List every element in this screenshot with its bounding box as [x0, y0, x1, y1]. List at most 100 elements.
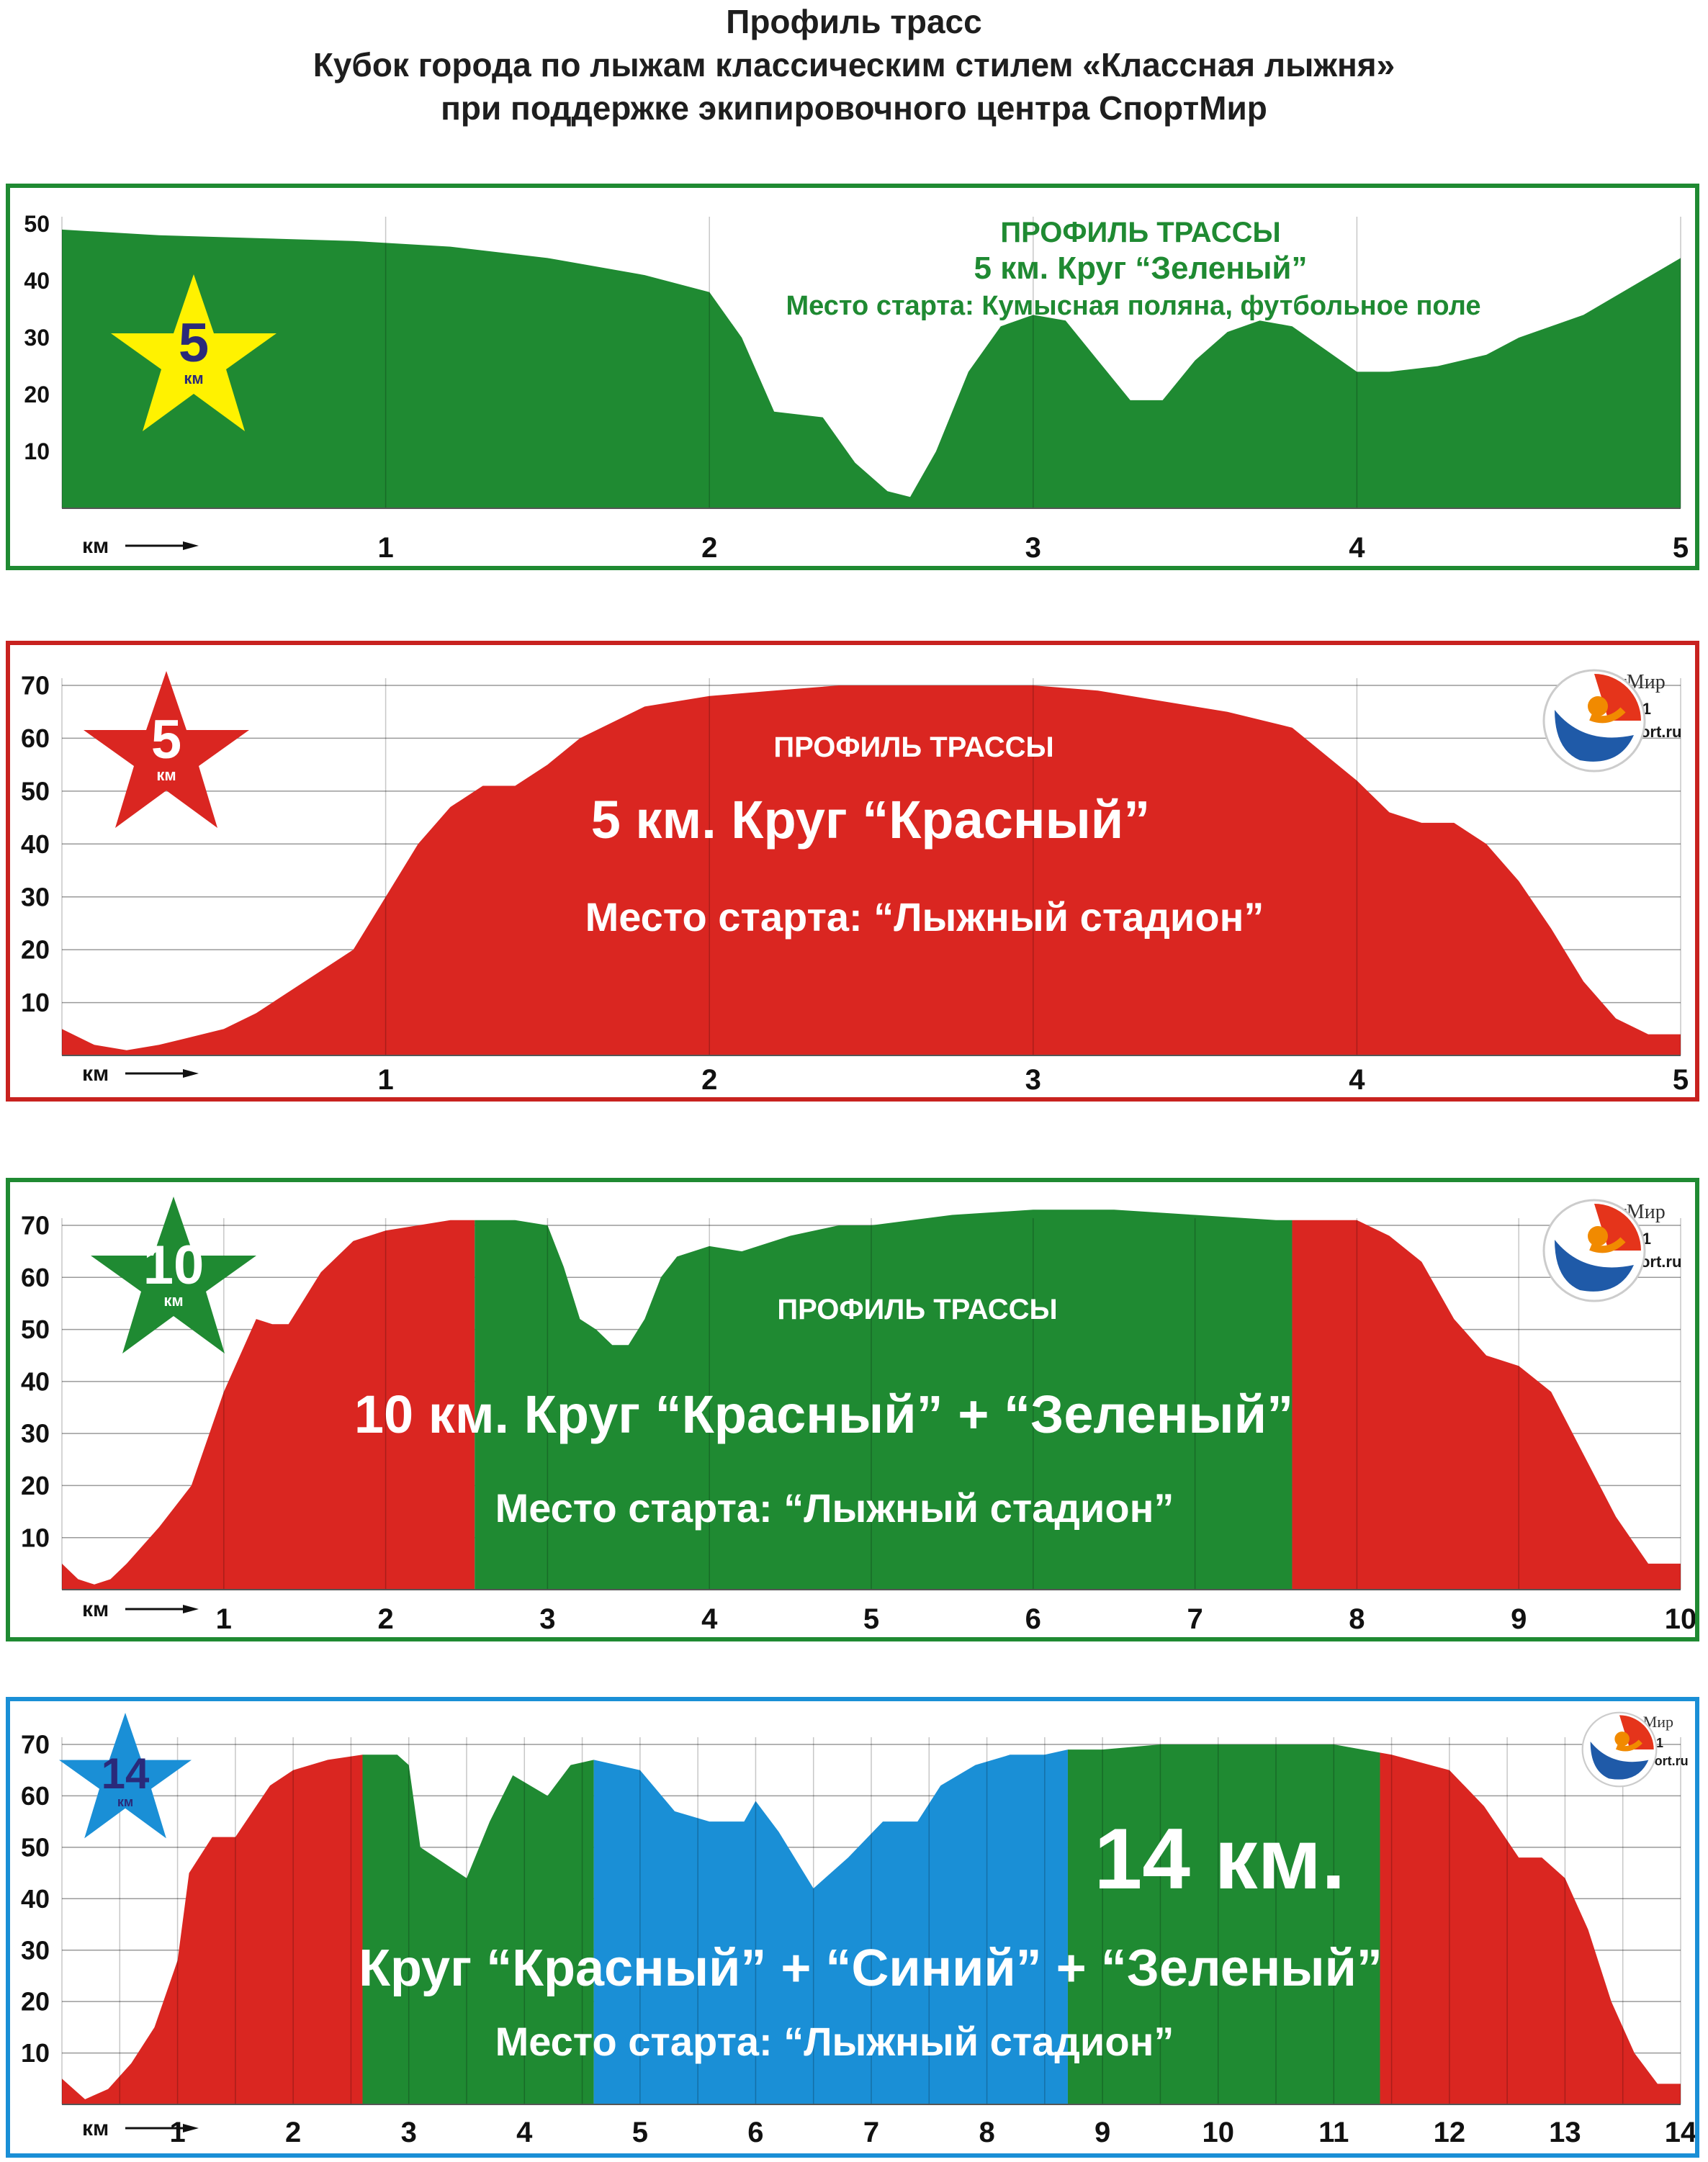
profile-segment-green	[62, 229, 1681, 508]
y-tick-label: 10	[21, 2038, 50, 2068]
track-name: 5 км. Круг “Зеленый”	[974, 251, 1308, 286]
star-number: 10	[143, 1235, 204, 1296]
x-tick-label: 8	[1349, 1603, 1365, 1635]
y-tick-label: 60	[21, 724, 50, 753]
header-line-2: Кубок города по лыжам классическим стиле…	[313, 46, 1395, 84]
star-unit: км	[117, 1795, 134, 1809]
x-tick-label: 4	[1349, 1064, 1365, 1096]
sponsor-brand: СпортМир 47-00-01 www.sarsport.ru	[1580, 1710, 1695, 1788]
y-tick-label: 20	[21, 935, 50, 965]
panel-title: ПРОФИЛЬ ТРАССЫ	[1000, 217, 1281, 248]
star-number: 5	[150, 709, 182, 770]
x-axis-label: км	[82, 1062, 109, 1086]
x-tick-label: 4	[1349, 532, 1365, 564]
distance-star-badge: 5 км	[104, 274, 284, 440]
y-tick-label: 60	[21, 1263, 50, 1292]
track-name: 10 км. Круг “Красный” + “Зеленый”	[354, 1384, 1294, 1444]
axis-arrow-icon	[125, 1069, 199, 1078]
y-tick-label: 10	[21, 1523, 50, 1552]
start-location: Место старта: “Лыжный стадион”	[495, 1485, 1174, 1531]
y-tick-label: 70	[21, 671, 50, 701]
start-location: Место старта: “Лыжный стадион”	[585, 894, 1264, 940]
x-tick-label: 14	[1665, 2117, 1695, 2148]
track-name: Круг “Красный” + “Синий” + “Зеленый”	[359, 1940, 1383, 1997]
y-tick-label: 50	[21, 1832, 50, 1862]
start-location: Место старта: “Лыжный стадион”	[495, 2019, 1174, 2064]
x-tick-label: 6	[747, 2117, 763, 2148]
x-tick-label: 3	[1025, 1064, 1041, 1096]
axis-arrow-icon	[125, 2124, 199, 2132]
x-tick-label: 3	[1025, 532, 1041, 564]
profile-red-5km-panel: 10 20 30 40 50 60 70 1 2 3 4 5 км ПРОФИЛЬ ТРАССЫ 5 к…	[6, 641, 1699, 1102]
y-tick-label: 70	[21, 1730, 50, 1760]
track-name: 5 км. Круг “Красный”	[590, 790, 1151, 850]
y-tick-label: 10	[24, 438, 50, 464]
x-tick-label: 4	[516, 2117, 533, 2148]
distance-star-badge: 5 км	[76, 671, 256, 837]
distance-star-badge: 14 км	[53, 1713, 197, 1845]
axis-arrow-icon	[125, 541, 199, 550]
star-unit: км	[156, 766, 176, 784]
x-tick-label: 3	[539, 1603, 555, 1635]
y-tick-label: 30	[21, 882, 50, 911]
y-tick-label: 50	[21, 776, 50, 806]
x-tick-label: 2	[285, 2117, 301, 2148]
header-line-3: при поддержке экипировочного центра Спор…	[441, 89, 1267, 127]
x-tick-label: 3	[401, 2117, 417, 2148]
y-tick-label: 70	[21, 1211, 50, 1240]
profile-green-5km-panel: 10 20 30 40 50 1 2 3 4 5 км ПРОФИЛЬ ТРАССЫ 5 км. К…	[6, 184, 1699, 570]
y-tick-label: 20	[21, 1987, 50, 2017]
star-icon	[91, 1197, 256, 1353]
x-tick-label: 11	[1318, 2117, 1349, 2148]
star-number: 5	[178, 312, 210, 374]
star-unit: км	[184, 369, 204, 387]
y-tick-label: 10	[21, 988, 50, 1017]
x-tick-label: 12	[1434, 2117, 1466, 2148]
x-tick-label: 6	[1025, 1603, 1041, 1635]
x-tick-label: 5	[1673, 1064, 1689, 1096]
y-tick-label: 40	[24, 268, 50, 294]
x-tick-label: 13	[1549, 2117, 1581, 2148]
header-line-1: Профиль трасс	[726, 3, 982, 40]
x-axis-label: км	[82, 1598, 109, 1621]
x-tick-label: 2	[701, 532, 717, 564]
x-tick-label: 1	[169, 2117, 185, 2148]
x-tick-label: 9	[1511, 1603, 1527, 1635]
x-tick-label: 7	[1187, 1603, 1203, 1635]
axis-arrow-icon	[125, 1605, 199, 1613]
sponsor-brand: СпортМир 47-00-01 www.sarsport.ru	[1540, 667, 1699, 773]
sportmir-logo-icon	[1542, 1199, 1646, 1302]
profile-segment-red	[62, 685, 1681, 1055]
sportmir-logo-icon	[1581, 1711, 1658, 1788]
y-tick-label: 30	[24, 325, 50, 351]
profile-red-blue-green-14km-panel: 10 20 30 40 50 60 70 1 2 3 4 5 6 7 8 9 10 11 12 13 14 км 14 к…	[6, 1697, 1699, 2158]
x-tick-label: 1	[377, 532, 393, 564]
x-tick-label: 2	[377, 1603, 393, 1635]
distance-star-badge: 10 км	[84, 1197, 264, 1362]
y-tick-label: 20	[24, 382, 50, 407]
x-tick-label: 4	[701, 1603, 718, 1635]
x-tick-label: 2	[701, 1064, 717, 1096]
x-axis-label: км	[82, 534, 109, 558]
x-tick-label: 8	[979, 2117, 994, 2148]
page-header: Профиль трасс Кубок города по лыжам клас…	[0, 0, 1708, 130]
x-tick-label: 5	[1673, 532, 1689, 564]
sponsor-brand: СпортМир 47-00-01 www.sarsport.ru	[1540, 1197, 1699, 1302]
panel-title: ПРОФИЛЬ ТРАССЫ	[773, 731, 1054, 763]
distance-title: 14 км.	[1094, 1811, 1346, 1907]
x-tick-label: 7	[863, 2117, 879, 2148]
x-axis-label: км	[82, 2117, 109, 2140]
star-unit: км	[163, 1292, 184, 1310]
y-tick-label: 30	[21, 1419, 50, 1449]
star-icon	[59, 1713, 192, 1839]
x-tick-label: 5	[863, 1603, 879, 1635]
y-tick-label: 20	[21, 1471, 50, 1500]
y-tick-label: 40	[21, 1366, 50, 1396]
profile-red-green-10km-panel: 10 20 30 40 50 60 70 1 2 3 4 5 6 7 8 9 10 км ПРОФИЛЬ ТРАС…	[6, 1178, 1699, 1641]
sportmir-logo-icon	[1542, 669, 1646, 773]
start-location: Место старта: Кумысная поляна, футбольно…	[786, 291, 1481, 321]
panel-title: ПРОФИЛЬ ТРАССЫ	[777, 1294, 1058, 1325]
